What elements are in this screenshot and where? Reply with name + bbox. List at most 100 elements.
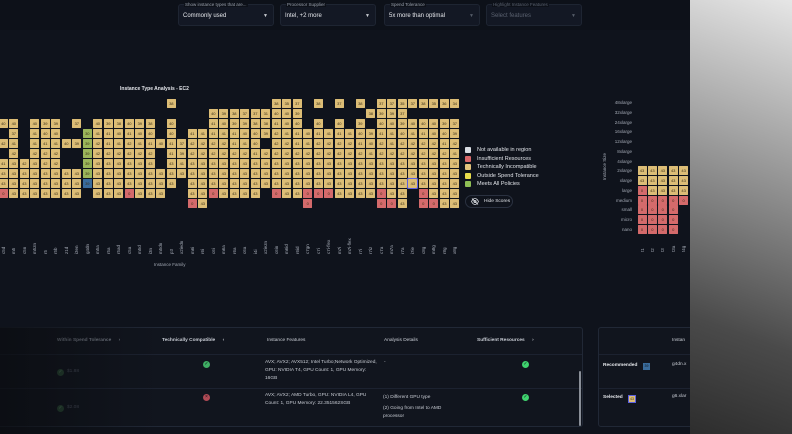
heatmap-cell[interactable]: 41	[219, 128, 229, 138]
heatmap-cell[interactable]: 39	[355, 118, 365, 128]
heatmap-cell[interactable]: 0	[313, 188, 323, 198]
heatmap-cell[interactable]: 0	[668, 215, 678, 224]
spend-tolerance-dropdown[interactable]: Spend Tolerance 5x more than optimal ▼	[384, 2, 480, 26]
heatmap-cell[interactable]: 39	[82, 138, 92, 148]
heatmap-cell[interactable]: 40	[240, 128, 250, 138]
heatmap-cell[interactable]: 43	[668, 166, 678, 176]
heatmap-cell[interactable]: 0	[324, 188, 334, 198]
heatmap-cell[interactable]: 43	[145, 168, 155, 178]
scrollbar[interactable]	[579, 371, 581, 426]
heatmap-cell[interactable]: 0	[0, 188, 8, 198]
heatmap-cell[interactable]: 43	[145, 158, 155, 168]
heatmap-cell[interactable]: 43	[637, 166, 647, 176]
heatmap-cell[interactable]: 43	[114, 168, 124, 178]
heatmap-cell[interactable]: 43	[292, 158, 302, 168]
heatmap-cell[interactable]: 43	[250, 158, 260, 168]
heatmap-cell[interactable]: 43	[208, 178, 218, 188]
heatmap-cell[interactable]: 0	[187, 198, 197, 208]
heatmap-cell[interactable]: 43	[103, 168, 113, 178]
heatmap-cell[interactable]: 43	[450, 158, 460, 168]
heatmap-cell[interactable]: 43	[0, 178, 8, 188]
heatmap-cell[interactable]: 0	[647, 195, 657, 205]
heatmap-cell[interactable]: 0	[647, 205, 657, 215]
heatmap-cell[interactable]: 41	[177, 158, 187, 168]
heatmap-cell[interactable]: 43	[439, 178, 449, 188]
heatmap-cell[interactable]: 42	[271, 148, 281, 158]
heatmap-cell[interactable]: 41	[303, 138, 313, 148]
heatmap-cell[interactable]: 43	[366, 188, 376, 198]
heatmap-cell[interactable]: 40	[429, 128, 439, 138]
heatmap-cell[interactable]: 31	[261, 108, 271, 118]
heatmap-cell[interactable]: 39	[376, 108, 386, 118]
heatmap-cell[interactable]: 42	[418, 138, 428, 148]
heatmap-cell[interactable]: 42	[229, 148, 239, 158]
heatmap-cell[interactable]: 41	[271, 118, 281, 128]
heatmap-cell[interactable]: 43	[30, 188, 40, 198]
heatmap-cell[interactable]: 40	[292, 118, 302, 128]
heatmap-cell[interactable]: 41	[30, 128, 40, 138]
highlight-features-dropdown[interactable]: Highlight Instance Features Select featu…	[486, 2, 582, 26]
heatmap-cell[interactable]: 39	[292, 108, 302, 118]
heatmap-cell[interactable]: 43	[229, 158, 239, 168]
heatmap-cell[interactable]: 43	[250, 188, 260, 198]
heatmap-cell[interactable]: 43	[114, 178, 124, 188]
heatmap-cell[interactable]: 42	[345, 148, 355, 158]
heatmap-cell[interactable]: 39	[366, 128, 376, 138]
heatmap-cell[interactable]: 42	[0, 138, 8, 148]
heatmap-cell[interactable]: 42	[418, 148, 428, 158]
heatmap-cell[interactable]: 40	[397, 128, 407, 138]
heatmap-cell[interactable]: 42	[187, 148, 197, 158]
heatmap-cell[interactable]: 43	[324, 158, 334, 168]
heatmap-cell[interactable]: 40	[439, 128, 449, 138]
heatmap-cell[interactable]: 42	[30, 148, 40, 158]
heatmap-cell[interactable]: 42	[313, 148, 323, 158]
heatmap-cell[interactable]: 43	[156, 168, 166, 178]
heatmap-cell[interactable]: 43	[313, 158, 323, 168]
heatmap-cell[interactable]: 40	[124, 118, 134, 128]
heatmap-cell[interactable]: 40	[250, 138, 260, 148]
instance-types-dropdown[interactable]: Show instance types that are... Commonly…	[178, 2, 274, 26]
heatmap-cell[interactable]: 41	[418, 128, 428, 138]
heatmap-cell[interactable]: 42	[408, 148, 418, 158]
heatmap-cell[interactable]: 43	[418, 168, 428, 178]
heatmap-cell[interactable]: 43	[282, 168, 292, 178]
heatmap-cell[interactable]: 43	[345, 158, 355, 168]
heatmap-cell[interactable]: 43	[114, 158, 124, 168]
heatmap-cell[interactable]: 42	[135, 148, 145, 158]
heatmap-cell[interactable]: 43	[135, 178, 145, 188]
heatmap-cell[interactable]: 43	[9, 168, 19, 178]
heatmap-cell[interactable]: 37	[177, 138, 187, 148]
heatmap-cell[interactable]: 42	[124, 148, 134, 158]
heatmap-cell[interactable]: 0	[124, 188, 134, 198]
heatmap-cell[interactable]: 41	[229, 138, 239, 148]
heatmap-cell[interactable]: 43	[647, 166, 657, 176]
heatmap-cell[interactable]: 43	[397, 178, 407, 188]
heatmap-cell[interactable]: 43	[145, 178, 155, 188]
heatmap-cell[interactable]: 42	[219, 138, 229, 148]
heatmap-cell[interactable]: 43	[450, 168, 460, 178]
heatmap-cell[interactable]: 40	[429, 118, 439, 128]
heatmap-cell[interactable]: 40	[418, 118, 428, 128]
heatmap-cell[interactable]: 39	[397, 118, 407, 128]
heatmap-cell[interactable]: 42	[324, 148, 334, 158]
heatmap-cell[interactable]: 41	[439, 138, 449, 148]
heatmap-cell[interactable]: 43	[334, 188, 344, 198]
heatmap-cell[interactable]: 43	[408, 158, 418, 168]
heatmap-cell[interactable]: 40	[145, 128, 155, 138]
heatmap-cell[interactable]: 43	[658, 166, 668, 176]
heatmap-cell[interactable]: 42	[376, 138, 386, 148]
heatmap-cell[interactable]: 43	[271, 168, 281, 178]
heatmap-cell[interactable]: 0	[658, 195, 668, 205]
heatmap-cell[interactable]: 41	[114, 138, 124, 148]
heatmap-cell[interactable]: 43	[450, 188, 460, 198]
heatmap-cell[interactable]: 43	[103, 158, 113, 168]
heatmap-cell[interactable]: 43	[439, 168, 449, 178]
heatmap-cell[interactable]: 43	[292, 178, 302, 188]
heatmap-cell[interactable]: 42	[429, 148, 439, 158]
heatmap-cell[interactable]: 41	[198, 128, 208, 138]
heatmap-cell[interactable]: 41	[355, 138, 365, 148]
heatmap-cell[interactable]: 40	[166, 128, 176, 138]
heatmap-cell[interactable]: 39	[219, 108, 229, 118]
heatmap-cell[interactable]: 0	[637, 215, 647, 224]
heatmap-cell[interactable]: 43	[376, 158, 386, 168]
